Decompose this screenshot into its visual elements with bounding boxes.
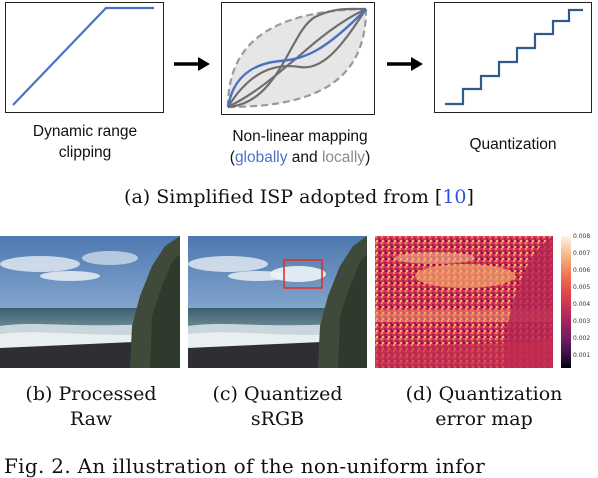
colorbar-ticks: 0.008 0.007 0.006 0.005 0.004 0.003 0.00… [573,233,591,359]
arrow-right-icon [174,57,210,71]
quantization-panel [434,2,592,113]
clipping-label: Dynamic range clipping [32,123,138,161]
quantization-label: Quantization [469,136,557,153]
mapping-curves [227,8,368,109]
reference-link[interactable]: 10 [442,186,467,208]
locally-label: locally [321,149,366,166]
quantization-staircase [445,9,584,106]
subfigure-a-caption: (a) Simplified ISP adopted from [10] [124,186,474,208]
nonlinear-label: Non-linear mapping (globally and locally… [229,128,371,166]
globally-label: globally [234,149,288,166]
subfigure-c-caption: (c) Quantized sRGB [212,383,343,430]
clipping-curve [12,7,155,107]
clipping-panel [5,2,164,113]
processed-raw-image [0,236,180,368]
highlight-box [283,259,323,289]
subfigure-d-caption: (d) Quantization error map [405,383,563,430]
quantized-srgb-image [188,236,367,368]
subfigure-b-caption: (b) Processed Raw [25,383,157,430]
nonlinear-mapping-panel [221,2,375,115]
colorbar [561,236,571,368]
arrow-right-icon [387,57,423,71]
figure-caption: Fig. 2. An illustration of the non-unifo… [4,454,486,478]
quantization-error-map [375,236,553,368]
